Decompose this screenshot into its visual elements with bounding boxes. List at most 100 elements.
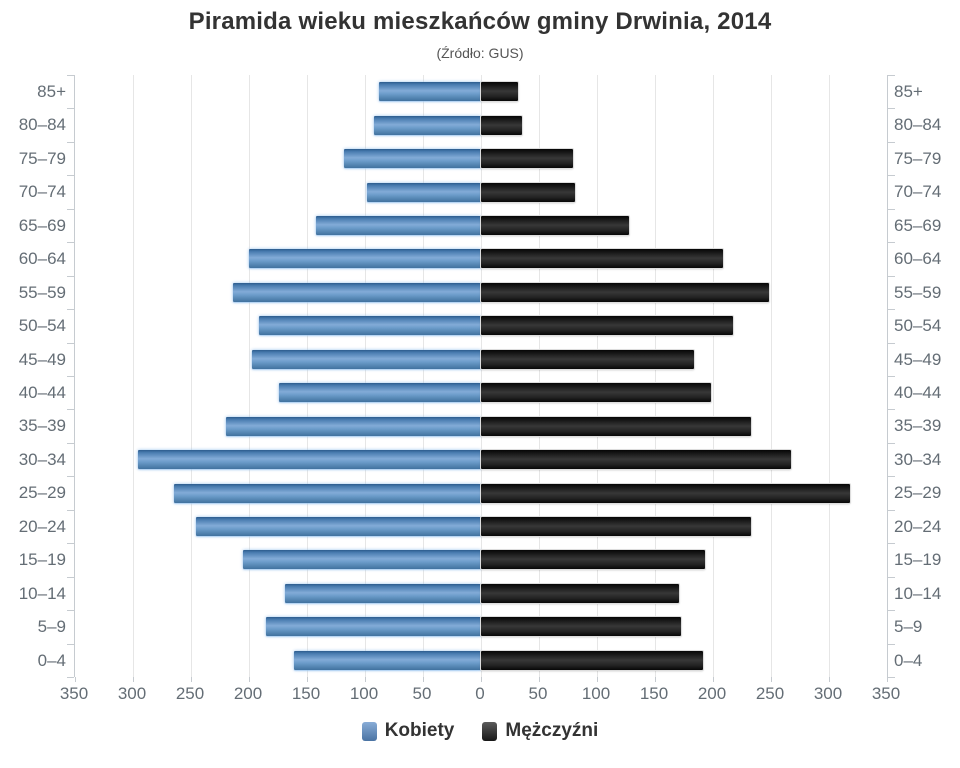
- y-axis-tick-left: [67, 409, 74, 411]
- gridline: [771, 75, 772, 677]
- y-axis-tick-left: [67, 309, 74, 311]
- y-label-left: 70–74: [18, 182, 66, 202]
- bar-kobiety: [232, 282, 481, 302]
- y-axis-tick-right: [888, 309, 895, 311]
- legend-swatch-kobiety: [361, 721, 377, 741]
- x-axis-tick: [829, 677, 830, 682]
- y-axis-tick-right: [888, 677, 895, 678]
- y-label-left: 10–14: [18, 583, 66, 603]
- y-axis-tick-right: [888, 509, 895, 511]
- bar-kobiety: [284, 583, 481, 603]
- y-axis-tick-left: [67, 376, 74, 377]
- bar-kobiety: [344, 149, 481, 169]
- y-label-right: 25–29: [894, 483, 942, 503]
- y-axis-tick-left: [67, 643, 74, 645]
- x-axis-label: 250: [755, 684, 785, 703]
- bar-kobiety: [195, 517, 481, 536]
- gridline: [481, 75, 482, 677]
- y-label-right: 5–9: [894, 617, 923, 637]
- y-label-right: 75–79: [894, 148, 942, 168]
- gridline: [655, 75, 656, 677]
- bar-kobiety: [266, 617, 481, 637]
- y-axis-tick-left: [67, 677, 74, 678]
- y-axis-tick-left: [67, 275, 74, 277]
- x-axis-label: 150: [639, 684, 669, 703]
- y-label-right: 15–19: [894, 550, 942, 570]
- y-label-right: 35–39: [894, 416, 942, 436]
- plot-area: [67, 75, 895, 682]
- x-axis-label: 50: [412, 684, 432, 703]
- bar-kobiety: [316, 216, 481, 235]
- x-axis-label: 200: [233, 684, 263, 703]
- bar-mezczyzni: [481, 249, 724, 269]
- x-axis-label: 300: [117, 684, 147, 703]
- y-label-left: 5–9: [37, 617, 66, 637]
- bar-mezczyzni: [481, 82, 519, 102]
- bar-kobiety: [294, 650, 481, 670]
- y-axis-labels-right: 85+ 80–84 75–79 70–74 65–69 60–64 55–59 50–54 45…: [894, 75, 960, 677]
- y-label-right: 20–24: [894, 516, 942, 536]
- bar-mezczyzni: [481, 316, 733, 336]
- y-label-left: 15–19: [18, 550, 66, 570]
- legend-item-kobiety[interactable]: Kobiety: [361, 720, 454, 742]
- y-label-right: 0–4: [894, 650, 923, 670]
- x-axis-tick: [539, 677, 540, 682]
- bar-kobiety: [243, 550, 481, 570]
- bar-mezczyzni: [481, 617, 681, 637]
- x-axis-tick: [771, 677, 772, 682]
- y-label-right: 85+: [894, 82, 923, 101]
- x-axis-label: 100: [581, 684, 611, 703]
- bar-mezczyzni: [481, 450, 791, 470]
- y-label-left: 45–49: [18, 349, 66, 369]
- legend-swatch-mezczyzni: [482, 721, 498, 741]
- y-axis-tick-right: [888, 576, 895, 578]
- y-label-right: 40–44: [894, 383, 942, 402]
- y-label-right: 70–74: [894, 182, 942, 202]
- bar-mezczyzni: [481, 182, 575, 202]
- gridline: [423, 75, 424, 677]
- x-axis-tick: [75, 677, 76, 682]
- y-label-left: 85+: [37, 82, 66, 101]
- y-label-right: 60–64: [894, 249, 942, 269]
- y-axis-tick-left: [67, 610, 74, 612]
- y-axis-tick-right: [888, 175, 895, 177]
- y-axis-tick-right: [888, 409, 895, 411]
- y-axis-tick-right: [888, 75, 895, 76]
- bar-kobiety: [374, 115, 481, 135]
- x-axis-label: 250: [175, 684, 205, 703]
- y-label-left: 25–29: [18, 483, 66, 503]
- bar-mezczyzni: [481, 517, 752, 536]
- x-axis-label: 150: [291, 684, 321, 703]
- legend: Kobiety Mężczyźni: [0, 720, 960, 742]
- y-axis-tick-right: [888, 342, 895, 344]
- y-axis-tick-right: [888, 610, 895, 612]
- bar-mezczyzni: [481, 650, 703, 670]
- y-axis-tick-left: [67, 75, 74, 76]
- x-axis-tick: [655, 677, 656, 682]
- x-axis-label: 100: [349, 684, 379, 703]
- y-label-left: 40–44: [18, 383, 66, 402]
- y-axis-tick-right: [888, 543, 895, 545]
- legend-item-mezczyzni[interactable]: Mężczyźni: [482, 720, 598, 742]
- y-label-left: 35–39: [18, 416, 66, 436]
- bar-kobiety: [279, 383, 481, 403]
- y-label-right: 30–34: [894, 449, 942, 469]
- gridline: [597, 75, 598, 677]
- bar-kobiety: [259, 316, 481, 336]
- y-label-left: 50–54: [18, 316, 66, 336]
- y-axis-tick-right: [888, 275, 895, 277]
- bar-kobiety: [137, 450, 481, 470]
- y-axis-tick-left: [67, 543, 74, 545]
- y-axis-tick-right: [888, 208, 895, 210]
- y-axis-tick-right: [888, 242, 895, 244]
- x-axis-tick: [423, 677, 424, 682]
- y-label-left: 65–69: [18, 215, 66, 235]
- y-axis-tick-left: [67, 509, 74, 511]
- y-axis-tick-left: [67, 442, 74, 444]
- y-label-right: 80–84: [894, 115, 942, 135]
- y-label-right: 45–49: [894, 349, 942, 369]
- y-axis-tick-left: [67, 476, 74, 478]
- x-axis-label: 200: [697, 684, 727, 703]
- y-axis-labels-left: 85+ 80–84 75–79 70–74 65–69 60–64 55–59 50–54 45…: [0, 75, 66, 677]
- y-axis-tick-left: [67, 108, 74, 110]
